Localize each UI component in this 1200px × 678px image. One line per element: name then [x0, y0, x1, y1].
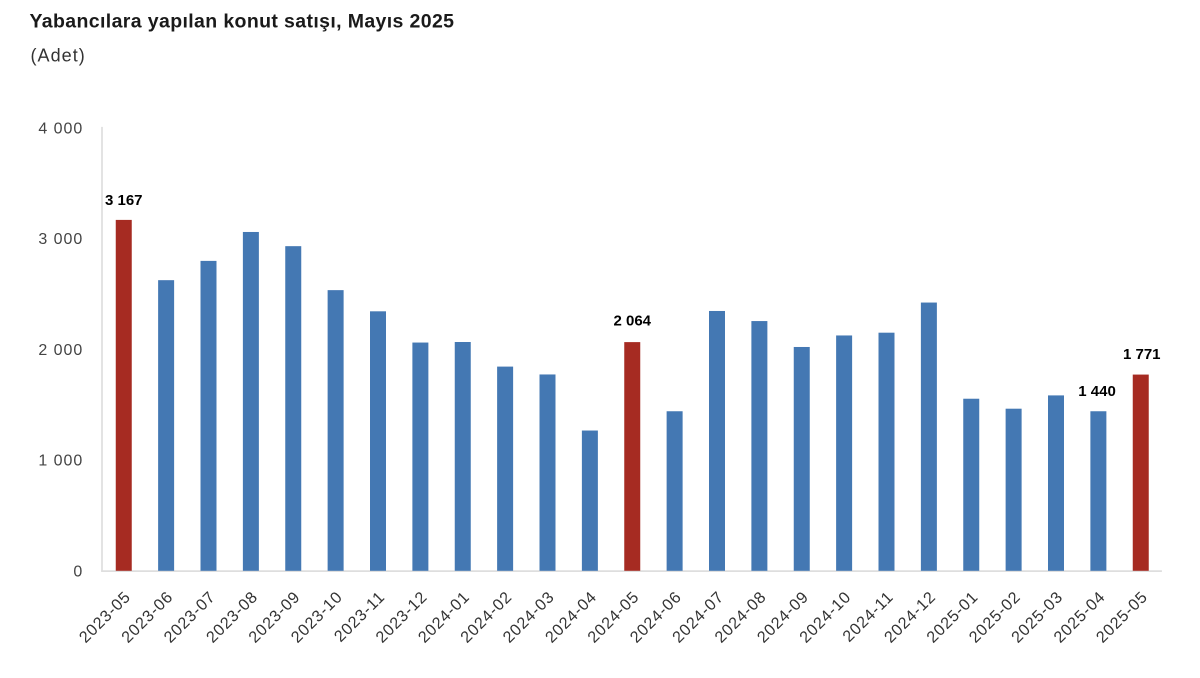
- svg-text:0: 0: [73, 564, 83, 581]
- svg-text:3 167: 3 167: [105, 192, 143, 209]
- svg-text:2 064: 2 064: [613, 313, 651, 330]
- svg-text:Yabancılara yapılan konut satı: Yabancılara yapılan konut satışı, Mayıs …: [30, 11, 455, 33]
- svg-text:1 771: 1 771: [1123, 346, 1161, 363]
- svg-text:2 000: 2 000: [38, 342, 83, 359]
- svg-text:(Adet): (Adet): [31, 46, 86, 66]
- svg-text:3 000: 3 000: [38, 231, 83, 248]
- svg-text:1 000: 1 000: [38, 453, 83, 470]
- svg-text:1 440: 1 440: [1078, 383, 1116, 400]
- svg-text:4 000: 4 000: [38, 120, 83, 137]
